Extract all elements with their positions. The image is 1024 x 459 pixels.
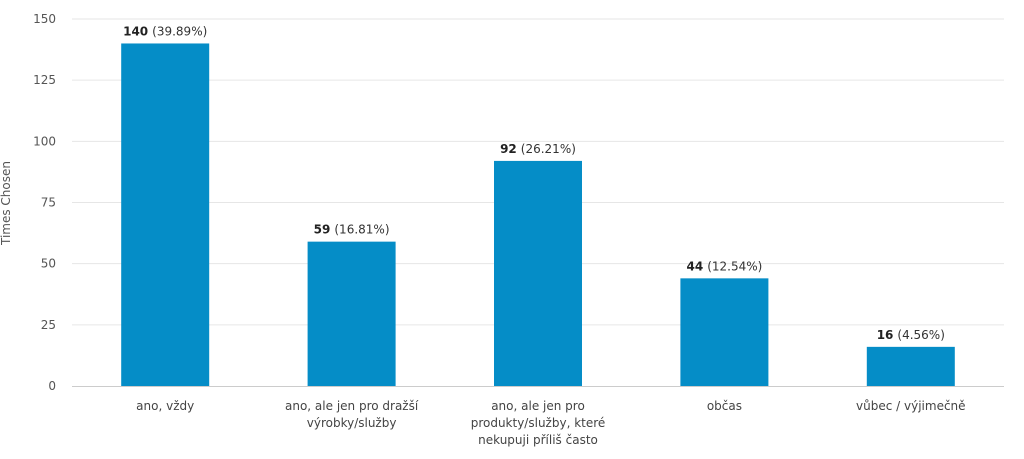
data-label-percent: (26.21%) bbox=[521, 142, 576, 156]
x-category-label: ano, vždy bbox=[136, 399, 194, 413]
x-category-label: občas bbox=[707, 399, 742, 413]
bar bbox=[680, 278, 769, 386]
x-category-label: nekupuji příliš často bbox=[478, 433, 598, 447]
y-tick-label: 100 bbox=[33, 134, 56, 148]
data-label-percent: (4.56%) bbox=[897, 328, 944, 342]
y-tick-label: 50 bbox=[41, 257, 56, 271]
data-label: 44 (12.54%) bbox=[686, 259, 762, 273]
x-category-label: ano, ale jen pro bbox=[491, 399, 585, 413]
y-tick-label: 0 bbox=[48, 379, 56, 393]
bar bbox=[121, 43, 210, 386]
x-category-label: produkty/služby, které bbox=[471, 416, 606, 430]
data-labels: 140 (39.89%) 59 (16.81%) 92 (26.21%) 44 (12.54%… bbox=[123, 24, 945, 341]
y-axis-ticks: 0 25 50 75 100 125 150 bbox=[33, 12, 56, 393]
data-label-percent: (12.54%) bbox=[707, 259, 762, 273]
x-category-label: vůbec / výjimečně bbox=[856, 399, 966, 413]
data-label-value: 44 bbox=[686, 259, 703, 273]
y-tick-label: 125 bbox=[33, 73, 56, 87]
y-tick-label: 25 bbox=[41, 318, 56, 332]
x-axis-categories: ano, vždy ano, ale jen pro dražší výrobky/… bbox=[136, 399, 965, 447]
data-label-value: 16 bbox=[877, 328, 894, 342]
data-label-percent: (16.81%) bbox=[334, 223, 389, 237]
x-category-label: výrobky/služby bbox=[307, 416, 397, 430]
y-axis-label: Times Chosen bbox=[0, 161, 13, 246]
data-label: 59 (16.81%) bbox=[314, 223, 390, 237]
data-label-value: 59 bbox=[314, 223, 331, 237]
data-label-value: 92 bbox=[500, 142, 517, 156]
data-label-percent: (39.89%) bbox=[152, 24, 207, 38]
y-tick-label: 150 bbox=[33, 12, 56, 26]
y-tick-label: 75 bbox=[41, 196, 56, 210]
bar bbox=[494, 160, 582, 386]
data-label: 92 (26.21%) bbox=[500, 142, 576, 156]
bars bbox=[121, 43, 955, 386]
data-label: 140 (39.89%) bbox=[123, 24, 207, 38]
data-label-value: 140 bbox=[123, 24, 148, 38]
data-label: 16 (4.56%) bbox=[877, 328, 945, 342]
bar bbox=[307, 241, 396, 386]
bar bbox=[866, 346, 955, 386]
x-category-label: ano, ale jen pro dražší bbox=[285, 399, 419, 413]
